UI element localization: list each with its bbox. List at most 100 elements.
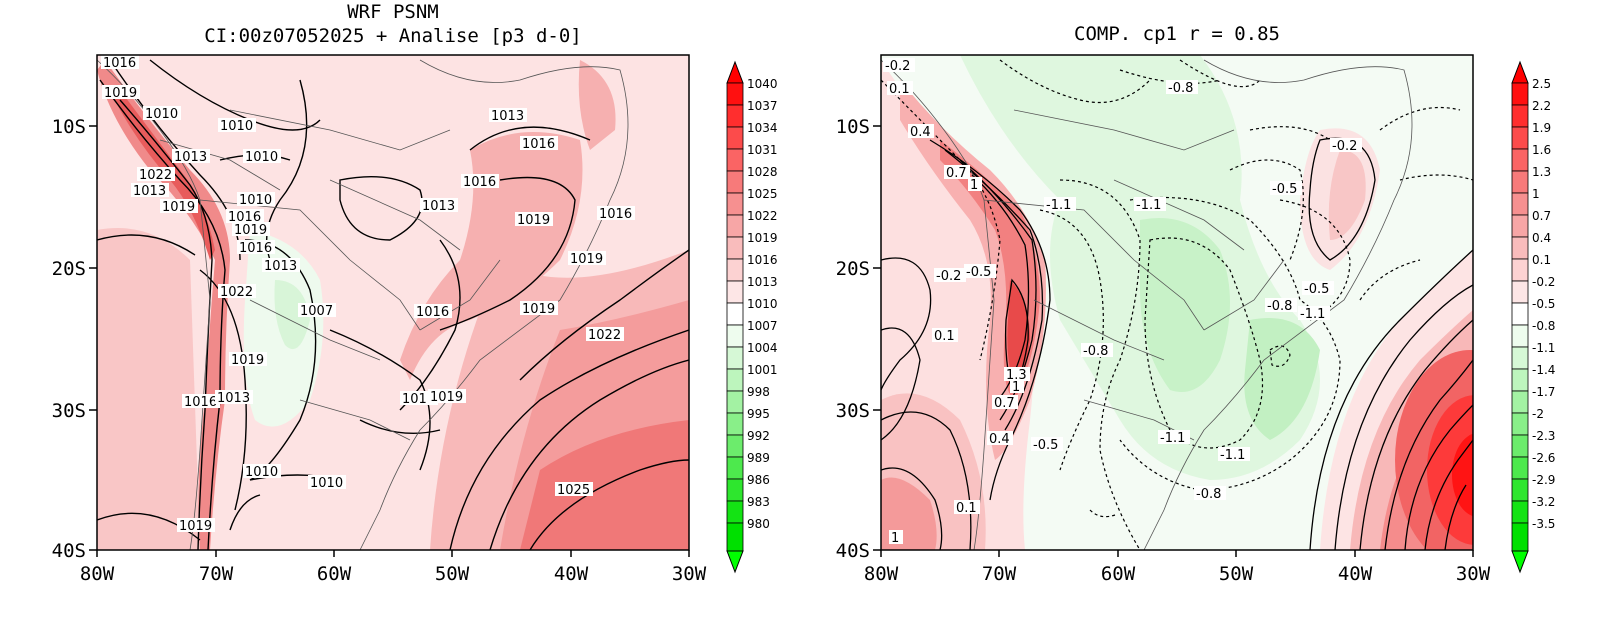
left-colorbar	[726, 60, 744, 574]
colorbar-label: 0.1	[1532, 253, 1551, 267]
colorbar-label: -3.2	[1532, 495, 1555, 509]
right-colorbar	[1511, 60, 1529, 574]
right-y-tick: 30S	[836, 400, 870, 422]
right-map-frame	[880, 54, 1474, 551]
left-title-line2: CI:00z07052025 + Analise [p3 d-0]	[204, 25, 582, 47]
contour-label: 1010	[243, 149, 281, 165]
colorbar-label: 1001	[747, 363, 778, 377]
contour-label: 1016	[101, 55, 139, 71]
left-y-tick: 40S	[52, 540, 86, 562]
left-x-tick: 80W	[80, 563, 115, 585]
left-y-tick: 30S	[52, 400, 86, 422]
right-x-tick: 30W	[1456, 563, 1491, 585]
svg-text:-0.5: -0.5	[1272, 182, 1297, 197]
svg-text:1: 1	[970, 178, 978, 193]
contour-label: 1016	[414, 304, 452, 320]
colorbar-label: 1.6	[1532, 143, 1551, 157]
contour-label: 1019	[232, 222, 270, 238]
svg-text:1016: 1016	[522, 137, 555, 152]
colorbar-label: 989	[747, 451, 770, 465]
svg-text:0.1: 0.1	[889, 82, 910, 97]
colorbar-label: 983	[747, 495, 770, 509]
svg-text:1013: 1013	[217, 391, 250, 406]
colorbar-label: 1.3	[1532, 165, 1551, 179]
contour-label: 1022	[137, 167, 175, 183]
svg-text:1: 1	[891, 531, 899, 546]
svg-text:-0.2: -0.2	[936, 269, 961, 284]
left-map-field: 1016 1019 1010 1010 1010 1013 1022 1013 …	[97, 55, 689, 550]
contour-label: 1007	[298, 303, 336, 319]
svg-text:1016: 1016	[416, 305, 449, 320]
contour-label: 1013	[489, 108, 527, 124]
contour-label: -0.8	[1194, 486, 1226, 502]
right-x-tick: 40W	[1338, 563, 1373, 585]
svg-text:-0.5: -0.5	[1304, 282, 1329, 297]
contour-label: 1019	[160, 199, 198, 215]
contour-label: 1016	[237, 240, 275, 256]
left-map-frame	[96, 54, 690, 551]
svg-text:0.7: 0.7	[994, 396, 1015, 411]
contour-label: 1010	[218, 118, 256, 134]
svg-text:1025: 1025	[557, 483, 590, 498]
left-y-tick: 20S	[52, 258, 86, 280]
svg-text:-0.8: -0.8	[1168, 81, 1193, 96]
svg-text:0.4: 0.4	[989, 432, 1010, 447]
contour-label: -0.2	[1330, 138, 1362, 154]
contour-label: 1013	[172, 149, 210, 165]
contour-label: -0.8	[1265, 298, 1297, 314]
contour-label: -0.5	[1270, 181, 1302, 197]
svg-text:1013: 1013	[422, 199, 455, 214]
colorbar-label: -0.8	[1532, 319, 1555, 333]
contour-label: -0.8	[1081, 343, 1113, 359]
svg-text:1010: 1010	[239, 193, 272, 208]
contour-label: 1022	[586, 327, 624, 343]
colorbar-label: 1037	[747, 99, 778, 113]
svg-text:-1.1: -1.1	[1160, 431, 1185, 446]
svg-text:1019: 1019	[231, 353, 264, 368]
svg-text:1013: 1013	[174, 150, 207, 165]
svg-text:0.1: 0.1	[956, 501, 977, 516]
svg-text:1016: 1016	[184, 395, 217, 410]
svg-text:-0.5: -0.5	[966, 265, 991, 280]
contour-label: -0.2	[883, 58, 915, 74]
contour-label: 0.7	[992, 395, 1018, 411]
right-title: COMP. cp1 r = 0.85	[1074, 23, 1280, 45]
contour-label: 1019	[515, 212, 553, 228]
svg-text:-0.2: -0.2	[885, 59, 910, 74]
right-map-field: -0.2 0.1 0.4 0.7 1 -1.1 -1.1 -0.8 -0.2 -…	[881, 55, 1473, 550]
contour-label: -0.5	[964, 264, 996, 280]
svg-text:1019: 1019	[570, 252, 603, 267]
left-y-tick: 10S	[52, 116, 86, 138]
contour-label: 1016	[226, 209, 264, 225]
colorbar-label: 1013	[747, 275, 778, 289]
svg-text:-0.8: -0.8	[1267, 299, 1292, 314]
contour-label: 1019	[229, 352, 267, 368]
svg-text:1010: 1010	[220, 119, 253, 134]
left-x-tick: 30W	[672, 563, 707, 585]
contour-label: 1019	[177, 518, 215, 534]
colorbar-label: 0.4	[1532, 231, 1551, 245]
svg-text:1011: 1011	[402, 392, 435, 407]
svg-text:1019: 1019	[179, 519, 212, 534]
contour-label: 0.7	[944, 165, 970, 181]
colorbar-label: 2.2	[1532, 99, 1551, 113]
svg-text:1019: 1019	[430, 390, 463, 405]
contour-label: 1013	[262, 258, 300, 274]
contour-label: 0.1	[932, 328, 958, 344]
colorbar-label: 2.5	[1532, 77, 1551, 91]
colorbar-label: 1019	[747, 231, 778, 245]
contour-label: 1010	[308, 475, 346, 491]
svg-text:-1.1: -1.1	[1136, 198, 1161, 213]
right-y-tick: 40S	[836, 540, 870, 562]
contour-label: 1025	[555, 482, 593, 498]
contour-label: 1022	[218, 284, 256, 300]
contour-label: 0.4	[908, 124, 934, 140]
colorbar-label: 0.7	[1532, 209, 1551, 223]
left-x-tick: 40W	[554, 563, 589, 585]
svg-text:1019: 1019	[104, 86, 137, 101]
left-x-tick: 50W	[435, 563, 470, 585]
svg-text:1016: 1016	[103, 56, 136, 71]
svg-text:1016: 1016	[239, 241, 272, 256]
colorbar-label: -1.1	[1532, 341, 1555, 355]
svg-text:1016: 1016	[599, 207, 632, 222]
